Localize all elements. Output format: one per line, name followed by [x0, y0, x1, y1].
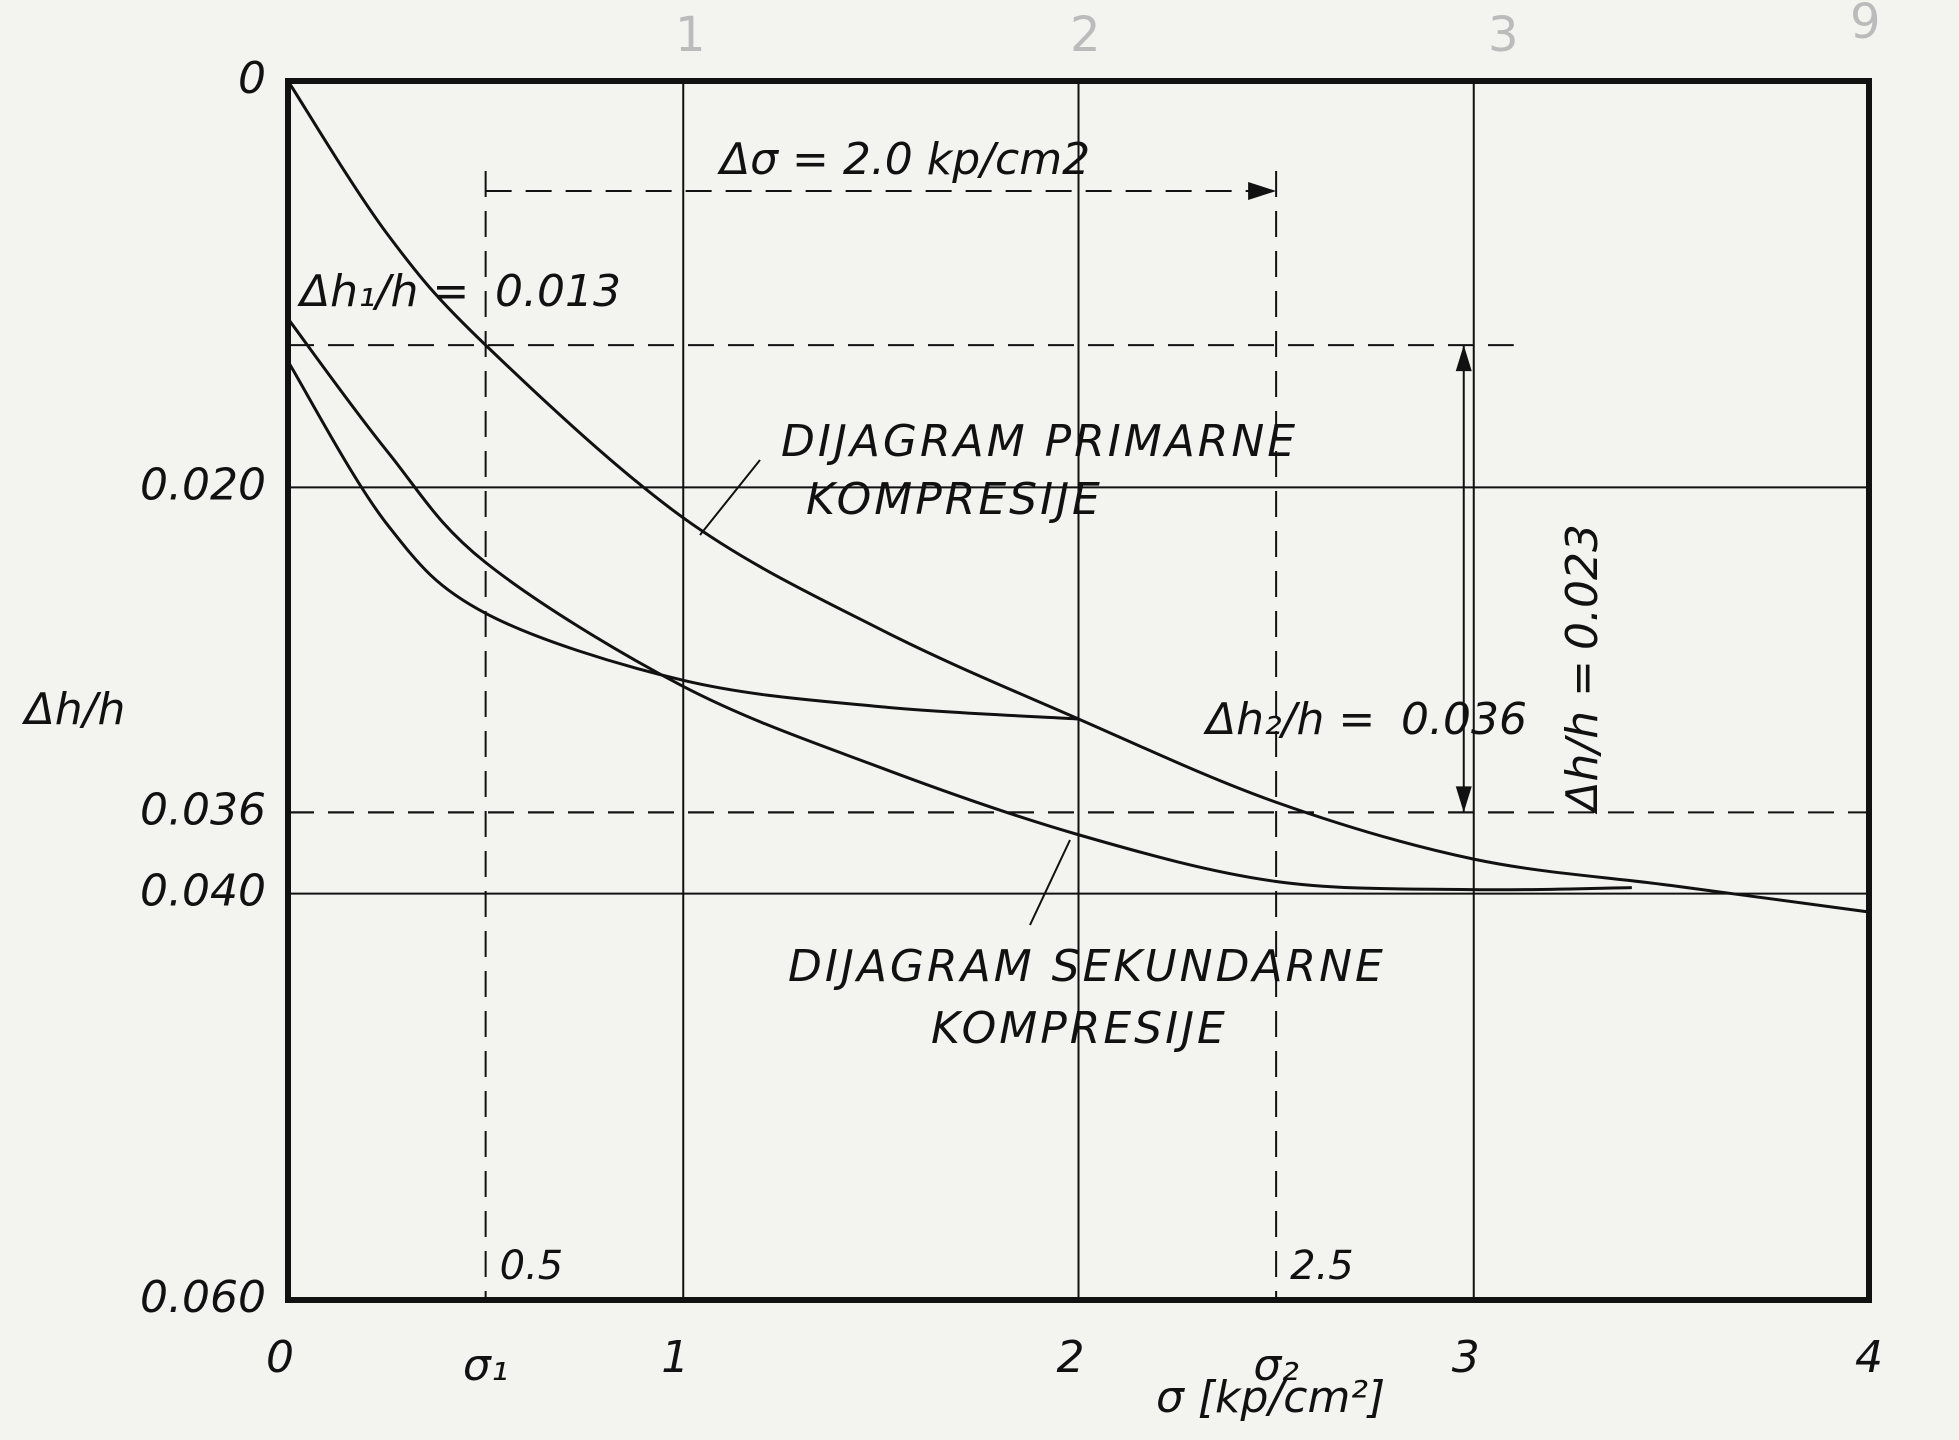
- arrow-head: [1455, 786, 1472, 813]
- pencil-mark: 2: [1070, 7, 1101, 63]
- frame: [285, 78, 1872, 1303]
- delta-h-label: Δh/h =: [1557, 660, 1608, 815]
- delta-h-value: 0.023: [1557, 524, 1608, 650]
- primary-label: DIJAGRAM PRIMARNE: [781, 416, 1298, 467]
- pencil-mark: 1: [675, 7, 706, 63]
- y-axis-label: Δh/h: [22, 684, 126, 735]
- pencil-mark: 9: [1850, 0, 1881, 50]
- curve: [286, 317, 1632, 892]
- x-tick-label: 2: [1057, 1332, 1085, 1383]
- x-tick-label: 3: [1452, 1332, 1480, 1383]
- y-tick-label: 0.036: [140, 784, 266, 835]
- y-tick-label: 0: [238, 53, 266, 104]
- reference-value: 0.013: [495, 266, 621, 317]
- sigma-label: σ₂: [1253, 1340, 1299, 1391]
- y-tick-label: 0.020: [140, 459, 266, 510]
- x-axis-label: σ [kp/cm²]: [1156, 1372, 1385, 1423]
- reference-label: Δh₂/h =: [1203, 694, 1375, 745]
- leader: [699, 459, 761, 536]
- sigma-value: 0.5: [500, 1243, 564, 1289]
- secondary-label: DIJAGRAM SEKUNDARNE: [788, 941, 1386, 992]
- curve: [286, 80, 1870, 914]
- x-tick-label: 1: [661, 1332, 689, 1383]
- x-tick-label: 4: [1855, 1332, 1883, 1383]
- sigma-value: 2.5: [1290, 1243, 1354, 1289]
- sigma-label: σ₁: [463, 1340, 509, 1391]
- y-tick-label: 0.040: [140, 866, 266, 917]
- pencil-mark: 3: [1488, 7, 1519, 63]
- y-tick-label: 0.060: [140, 1272, 266, 1323]
- leader: [1029, 839, 1071, 926]
- delta-sigma-label: Δσ = 2.0 kp/cm2: [717, 134, 1090, 185]
- arrow-head: [1248, 182, 1277, 200]
- primary-label: KOMPRESIJE: [806, 474, 1103, 525]
- secondary-label: KOMPRESIJE: [931, 1003, 1228, 1054]
- x-tick-label: 0: [266, 1332, 294, 1383]
- curve: [286, 360, 1079, 721]
- reference-label: Δh₁/h =: [297, 266, 469, 317]
- arrow-head: [1455, 345, 1472, 372]
